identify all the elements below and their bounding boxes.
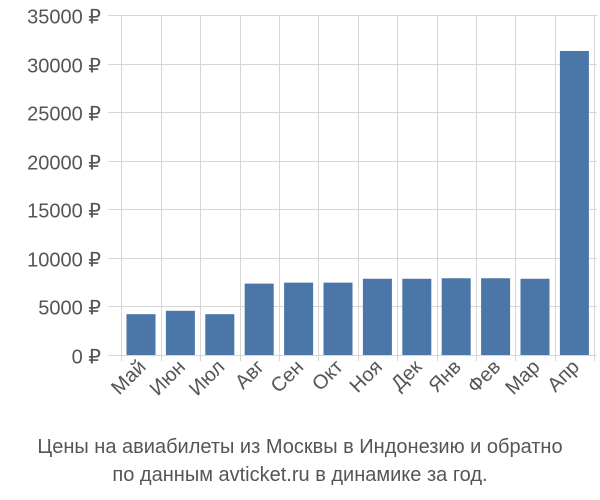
bar-chart: 0 ₽ 5000 ₽ 10000 ₽ 15000 ₽ 20000 ₽ 25000 ₽ 300… xyxy=(27,7,597,400)
x-tick-label: Июл xyxy=(185,356,229,400)
x-tick-label: Май xyxy=(107,356,150,399)
bar-Окт xyxy=(323,282,353,355)
x-tick-label: Ноя xyxy=(346,356,387,397)
bars xyxy=(126,50,589,355)
x-tick-label: Июн xyxy=(146,356,190,400)
bar-Фев xyxy=(481,278,511,355)
x-tick-label: Авг xyxy=(231,356,269,394)
y-tick-label: 20000 ₽ xyxy=(27,153,101,175)
bar-Ноя xyxy=(362,278,392,355)
x-tick-label: Окт xyxy=(308,356,347,395)
y-tick-label: 15000 ₽ xyxy=(27,201,101,223)
bar-Июл xyxy=(205,314,235,355)
x-tick-label: Апр xyxy=(543,356,584,397)
x-tick-label: Янв xyxy=(425,356,466,397)
chart-caption-line-1: Цены на авиабилеты из Москвы в Индонезию… xyxy=(37,436,563,458)
bar-Дек xyxy=(402,278,432,355)
y-tick-label: 30000 ₽ xyxy=(27,56,101,78)
x-tick-label: Мар xyxy=(501,356,544,399)
x-tick-label: Дек xyxy=(387,356,426,395)
bar-Июн xyxy=(165,310,195,355)
y-tick-label: 35000 ₽ xyxy=(27,7,101,29)
y-axis-tick-labels: 0 ₽ 5000 ₽ 10000 ₽ 15000 ₽ 20000 ₽ 25000 ₽ 300… xyxy=(27,7,101,369)
bar-Апр xyxy=(559,50,589,355)
bar-Май xyxy=(126,314,156,355)
bar-Авг xyxy=(244,283,274,355)
bar-Сен xyxy=(284,282,314,355)
x-tick-label: Фев xyxy=(463,356,505,398)
chart-caption-line-2: по данным avticket.ru в динамике за год. xyxy=(112,464,488,486)
bar-Янв xyxy=(441,278,471,355)
y-tick-label: 10000 ₽ xyxy=(27,250,101,272)
y-tick-label: 0 ₽ xyxy=(72,347,102,369)
bar-Мар xyxy=(520,278,550,355)
x-tick-label: Сен xyxy=(267,356,308,397)
y-tick-label: 25000 ₽ xyxy=(27,104,101,126)
gridlines xyxy=(108,15,597,361)
y-tick-label: 5000 ₽ xyxy=(38,298,101,320)
